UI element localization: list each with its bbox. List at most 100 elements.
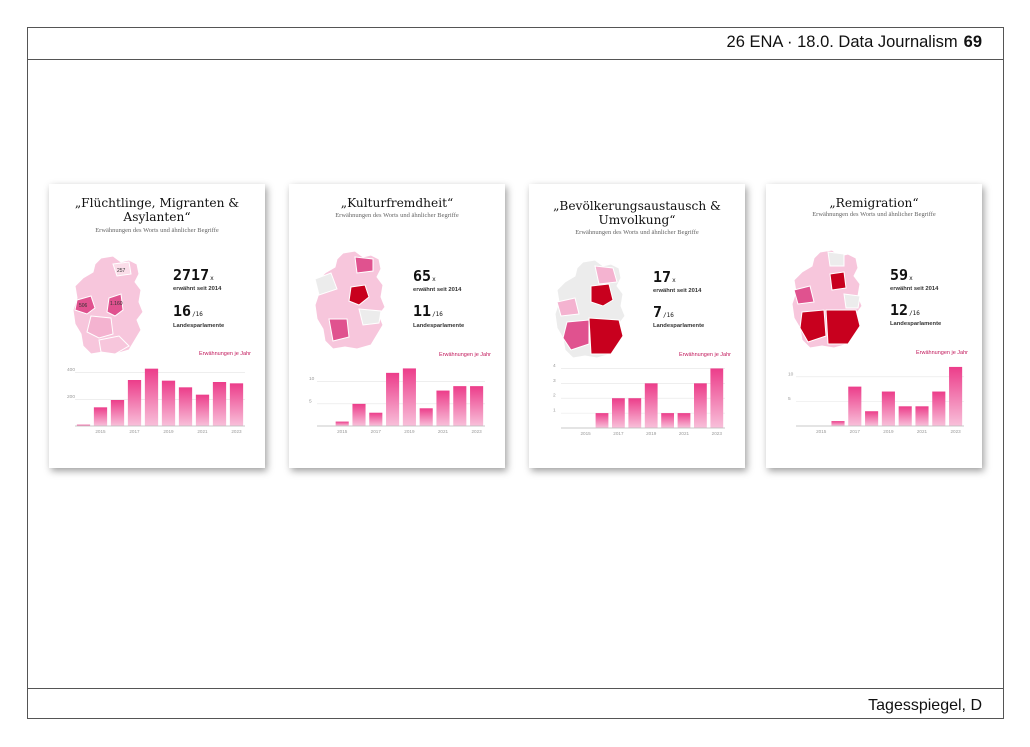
- bar: [369, 412, 383, 426]
- bar: [865, 411, 879, 426]
- parliament-count: 16/16: [173, 303, 203, 323]
- y-tick-label: 2: [553, 393, 556, 399]
- y-tick-label: 200: [67, 394, 75, 400]
- count-unit: x: [672, 277, 676, 284]
- map-region-north: [112, 261, 132, 277]
- x-tick-label: 2021: [917, 429, 928, 434]
- map-region-dark: [590, 283, 614, 307]
- parliament-total: /16: [909, 310, 920, 317]
- map-region-light: [594, 265, 618, 285]
- parliament-value: 7: [653, 303, 663, 321]
- bar-chart: 5 10 2015 2017 2019 2021 2023: [788, 366, 964, 434]
- bar: [178, 387, 193, 426]
- count-value: 17: [653, 268, 672, 286]
- bar: [677, 413, 691, 428]
- map-region-dark: [829, 271, 847, 291]
- x-tick-label: 2021: [197, 429, 208, 434]
- infographic-card-fluechtlinge: „Flüchtlinge, Migranten & Asylanten“ Erw…: [49, 184, 265, 468]
- x-tick-label: 2019: [883, 429, 894, 434]
- parliament-total: /16: [432, 311, 443, 318]
- parliament-total: /16: [192, 311, 203, 318]
- infographic-card-bevoelkerungsaustausch: „Bevölkerungsaustausch & Umvolkung“ Erwä…: [529, 184, 745, 468]
- y-tick-label: 400: [67, 367, 75, 373]
- bar: [595, 413, 609, 428]
- map-region-dark: [825, 309, 861, 345]
- x-tick-label: 2017: [371, 429, 382, 434]
- map-label: 506: [79, 303, 88, 309]
- x-tick-label: 2021: [438, 429, 449, 434]
- infographic-card-kulturfremdheit: „Kulturfremdheit“ Erwähnungen des Worts …: [289, 184, 505, 468]
- count-label: erwähnt seit 2014: [413, 287, 462, 293]
- map-region-strong: [354, 256, 374, 274]
- bar: [453, 386, 467, 426]
- footer-divider: [27, 688, 1004, 689]
- bar-chart: 200 400 2015 2017 2019 2021 2023: [67, 367, 245, 434]
- y-tick-label: 10: [309, 376, 315, 382]
- card-subtitle: Erwähnungen des Worts und ähnlicher Begr…: [95, 227, 219, 234]
- x-tick-label: 2015: [580, 431, 591, 436]
- infographic-card-remigration: „Remigration“ Erwähnungen des Worts und …: [766, 184, 982, 468]
- count-value: 65: [413, 267, 432, 285]
- bar: [710, 368, 724, 428]
- map-label: 257: [117, 268, 126, 274]
- bar-chart: 5 10 2015 2017 2019 2021 2023: [309, 368, 485, 434]
- map-region-strong: [328, 318, 350, 342]
- parliament-value: 16: [173, 302, 192, 320]
- bar: [195, 394, 210, 426]
- mention-count: 65x: [413, 268, 436, 288]
- chart-label: Erwähnungen je Jahr: [439, 352, 491, 358]
- x-tick-label: 2017: [613, 431, 624, 436]
- parliament-count: 11/16: [413, 303, 443, 323]
- source-credit: Tagesspiegel, D: [868, 697, 982, 714]
- count-value: 2717: [173, 266, 210, 284]
- parliament-total: /16: [663, 312, 674, 319]
- map-region-middle: [86, 315, 114, 339]
- chart-label: Erwähnungen je Jahr: [199, 351, 251, 357]
- bar: [612, 398, 625, 428]
- x-tick-label: 2015: [816, 429, 827, 434]
- bar: [848, 386, 862, 426]
- bar: [644, 383, 658, 428]
- y-tick-label: 5: [309, 398, 312, 404]
- mention-count: 59x: [890, 267, 913, 287]
- parliament-value: 11: [413, 302, 432, 320]
- y-tick-label: 4: [553, 363, 556, 369]
- map-label: 1.160: [110, 301, 123, 307]
- x-tick-label: 2015: [95, 429, 106, 434]
- bar: [76, 424, 91, 426]
- y-tick-label: 5: [788, 396, 791, 402]
- y-tick-label: 3: [553, 378, 556, 384]
- bar: [144, 368, 159, 426]
- count-label: erwähnt seit 2014: [173, 286, 222, 292]
- chart-label: Erwähnungen je Jahr: [916, 350, 968, 356]
- x-tick-label: 2019: [646, 431, 657, 436]
- map-region-dark: [348, 284, 370, 306]
- bar: [436, 390, 450, 426]
- bar: [110, 400, 125, 426]
- map-region-dark: [588, 317, 624, 355]
- bar-chart: 1 2 3 4 2015 2017 2019 2021 2023: [553, 363, 725, 436]
- count-value: 59: [890, 266, 909, 284]
- parliament-label: Landesparlamente: [890, 321, 942, 327]
- map-region-none: [314, 272, 338, 296]
- germany-map: [554, 259, 626, 359]
- x-tick-label: 2015: [337, 429, 348, 434]
- bar: [881, 391, 895, 426]
- bar: [161, 380, 176, 426]
- bar: [694, 383, 707, 428]
- card-title: „Flüchtlinge, Migranten & Asylanten“: [74, 196, 240, 224]
- map-region-strong: [793, 285, 815, 305]
- map-region-none: [843, 293, 861, 309]
- page-header: 26 ENA · 18.0. Data Journalism 69: [727, 33, 982, 52]
- map-region-nrw: [74, 295, 96, 315]
- card-subtitle: Erwähnungen des Worts und ähnlicher Begr…: [575, 229, 699, 236]
- y-tick-label: 1: [553, 408, 556, 414]
- count-unit: x: [432, 276, 436, 283]
- bar: [335, 421, 349, 426]
- card-subtitle: Erwähnungen des Worts und ähnlicher Begr…: [812, 211, 936, 218]
- parliament-count: 7/16: [653, 304, 674, 324]
- x-tick-label: 2019: [404, 429, 415, 434]
- map-region-none: [827, 251, 845, 267]
- bar: [212, 382, 227, 426]
- x-tick-label: 2017: [850, 429, 861, 434]
